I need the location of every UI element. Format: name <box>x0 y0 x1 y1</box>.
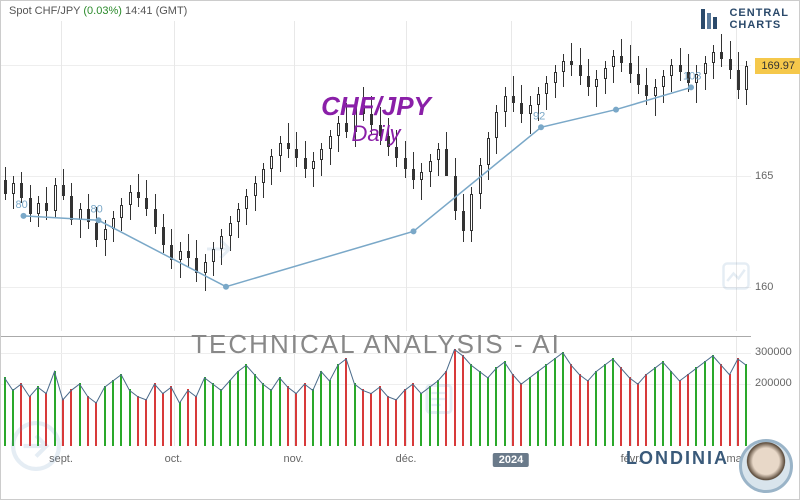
svg-text:103: 103 <box>683 70 701 82</box>
chart-container: Spot CHF/JPY (0.03%) 14:41 (GMT) CENTRAL… <box>0 0 800 500</box>
price-pane[interactable]: CHF/JPY Daily 808092103 <box>1 21 751 331</box>
instrument-name: Spot CHF/JPY <box>9 5 80 17</box>
y-axis-volume: 200000 300000 <box>751 336 800 446</box>
pct-change: (0.03%) <box>83 5 122 17</box>
volume-line <box>1 337 751 447</box>
timestamp: 14:41 (GMT) <box>125 5 187 17</box>
y-axis-price: 169.97 160165170 <box>751 21 800 331</box>
x-tick-label: 2024 <box>493 453 529 467</box>
y-tick-label: 165 <box>755 170 773 182</box>
last-price-tag: 169.97 <box>755 58 800 74</box>
logo-text: CENTRAL CHARTS <box>729 7 789 31</box>
x-tick-label: nov. <box>284 453 304 465</box>
y-tick-label: 300000 <box>755 346 792 358</box>
chart-header: Spot CHF/JPY (0.03%) 14:41 (GMT) <box>9 5 187 17</box>
svg-text:80: 80 <box>91 203 103 215</box>
volume-pane[interactable]: TECHNICAL ANALYSIS - AI <box>1 336 751 446</box>
y-tick-label: 160 <box>755 281 773 293</box>
svg-text:92: 92 <box>533 110 545 122</box>
svg-text:80: 80 <box>16 199 28 211</box>
x-tick-label: oct. <box>165 453 183 465</box>
y-tick-label: 200000 <box>755 377 792 389</box>
avatar-icon[interactable] <box>739 439 793 493</box>
brand-label: LONDINIA <box>626 448 729 469</box>
x-tick-label: déc. <box>396 453 417 465</box>
indicator-overlay: 80 80 92 103 <box>1 21 751 331</box>
logo[interactable]: CENTRAL CHARTS <box>699 7 789 31</box>
logo-icon <box>699 7 723 31</box>
